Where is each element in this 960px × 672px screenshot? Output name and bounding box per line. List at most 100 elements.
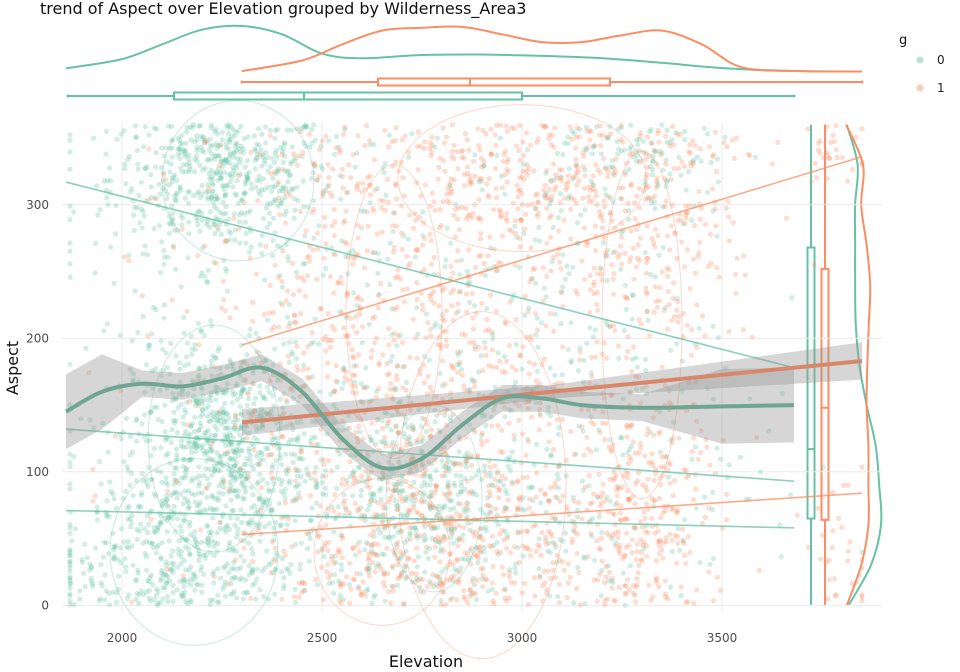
scatter-point-0: [224, 411, 230, 417]
scatter-point-1: [485, 253, 491, 259]
scatter-point-0: [136, 192, 142, 199]
scatter-point-1: [611, 270, 617, 277]
scatter-point-0: [196, 427, 202, 433]
scatter-point-0: [235, 128, 242, 134]
scatter-point-0: [312, 137, 318, 143]
scatter-point-0: [154, 544, 160, 550]
scatter-point-0: [207, 444, 213, 450]
scatter-point-0: [139, 421, 145, 427]
scatter-point-0: [195, 221, 201, 228]
scatter-point-0: [218, 410, 224, 416]
scatter-point-0: [458, 257, 465, 263]
scatter-point-0: [188, 445, 194, 451]
scatter-point-1: [603, 574, 609, 580]
scatter-point-1: [370, 250, 376, 256]
scatter-point-1: [472, 378, 478, 384]
scatter-point-0: [124, 596, 130, 602]
scatter-point-1: [512, 230, 518, 236]
scatter-point-1: [381, 505, 387, 511]
scatter-point-0: [752, 154, 759, 160]
scatter-point-0: [183, 598, 189, 605]
scatter-point-0: [701, 125, 707, 131]
scatter-point-0: [271, 403, 277, 409]
scatter-point-0: [187, 456, 193, 463]
scatter-point-1: [520, 139, 526, 145]
scatter-point-1: [497, 448, 503, 455]
scatter-point-0: [207, 143, 213, 149]
scatter-point-0: [234, 141, 240, 147]
scatter-point-0: [218, 454, 224, 460]
scatter-point-1: [477, 549, 483, 555]
scatter-point-0: [386, 132, 392, 138]
scatter-point-0: [215, 143, 221, 149]
scatter-point-0: [623, 306, 629, 312]
scatter-point-1: [317, 503, 323, 509]
scatter-point-1: [432, 207, 438, 213]
scatter-point-0: [371, 141, 377, 147]
scatter-point-0: [207, 136, 213, 142]
scatter-point-1: [543, 124, 549, 130]
scatter-point-0: [196, 428, 202, 434]
scatter-point-0: [325, 183, 331, 190]
scatter-point-0: [251, 133, 257, 139]
scatter-point-0: [102, 597, 108, 603]
scatter-point-0: [170, 490, 176, 496]
scatter-point-0: [139, 225, 145, 231]
scatter-point-0: [145, 530, 151, 536]
scatter-point-0: [215, 467, 221, 473]
scatter-point-1: [376, 360, 382, 366]
scatter-point-1: [637, 445, 644, 451]
scatter-point-0: [305, 204, 311, 210]
scatter-point-1: [250, 318, 256, 324]
scatter-point-1: [300, 367, 306, 373]
scatter-point-1: [333, 145, 339, 151]
scatter-point-1: [465, 478, 471, 484]
scatter-point-0: [153, 126, 159, 132]
scatter-point-0: [154, 602, 160, 608]
scatter-point-0: [236, 145, 242, 152]
scatter-point-0: [314, 582, 321, 588]
scatter-point-0: [678, 172, 684, 178]
scatter-point-0: [181, 593, 187, 600]
scatter-point-1: [356, 423, 362, 430]
scatter-point-1: [525, 202, 531, 208]
scatter-point-1: [401, 299, 408, 305]
scatter-point-0: [602, 186, 608, 192]
scatter-point-1: [602, 165, 609, 171]
scatter-point-0: [270, 462, 276, 468]
scatter-point-1: [572, 529, 578, 535]
scatter-point-1: [625, 348, 631, 354]
scatter-point-0: [231, 211, 237, 217]
scatter-point-0: [134, 416, 140, 422]
scatter-point-1: [414, 355, 420, 361]
scatter-point-1: [392, 330, 398, 336]
scatter-point-1: [361, 265, 367, 271]
scatter-point-1: [322, 223, 328, 230]
scatter-point-0: [181, 583, 187, 590]
scatter-point-0: [224, 434, 231, 440]
scatter-point-0: [165, 482, 171, 488]
scatter-point-0: [370, 491, 377, 497]
scatter-point-1: [331, 251, 337, 257]
scatter-point-1: [163, 177, 169, 183]
scatter-point-1: [372, 187, 378, 193]
scatter-point-1: [446, 200, 453, 206]
scatter-point-1: [481, 159, 487, 165]
scatter-point-0: [558, 321, 564, 327]
scatter-point-0: [165, 514, 171, 520]
scatter-point-1: [532, 361, 538, 367]
scatter-point-0: [193, 445, 199, 451]
scatter-point-0: [538, 500, 544, 506]
scatter-point-0: [214, 419, 220, 425]
scatter-point-0: [163, 182, 169, 188]
scatter-point-0: [223, 210, 229, 216]
scatter-point-0: [246, 562, 252, 569]
scatter-point-0: [566, 166, 572, 172]
scatter-point-0: [170, 569, 176, 575]
scatter-point-1: [542, 491, 548, 497]
scatter-point-1: [340, 174, 346, 180]
scatter-point-0: [289, 498, 295, 504]
scatter-point-0: [237, 149, 243, 155]
scatter-point-0: [205, 194, 211, 200]
scatter-point-1: [636, 159, 642, 165]
